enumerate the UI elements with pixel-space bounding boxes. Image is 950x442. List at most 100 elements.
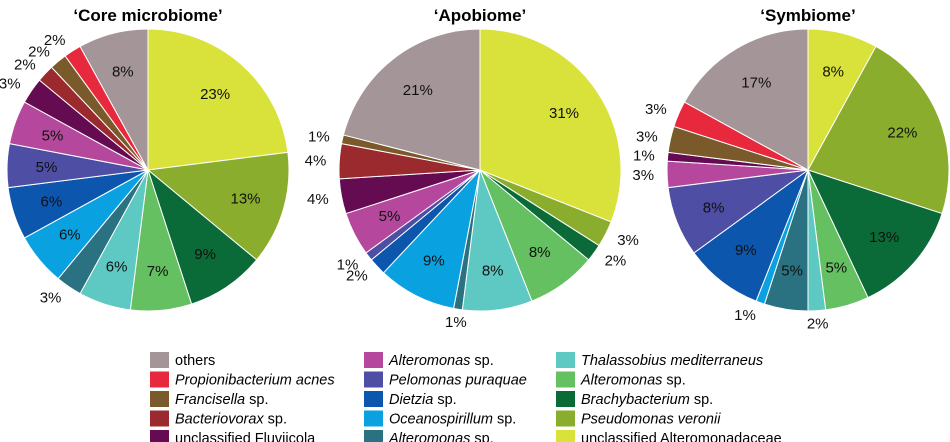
slice-label-thalassobius: 2% [807, 316, 829, 333]
legend-label: Alteromonas sp. [388, 431, 494, 442]
slice-label-alteromonas_a: 3% [632, 167, 654, 184]
pie-slice-others [79, 28, 149, 171]
slice-label-propionibacterium: 2% [44, 32, 66, 49]
legend-label-italic: Alteromonas [580, 373, 662, 389]
slice-label-alteromonadaceae: 31% [549, 105, 579, 122]
slice-label-francisella: 3% [636, 128, 658, 145]
slice-label-fluviicola: 1% [633, 148, 655, 165]
legend-swatch [150, 410, 169, 427]
legend-item-dietzia: Dietzia sp. [364, 391, 457, 408]
slice-label-fluviicola: 3% [0, 75, 21, 92]
slice-label-dietzia: 2% [346, 267, 368, 284]
slice-label-oceanospirillum: 1% [734, 307, 756, 324]
pie-title: ‘Core microbiome’ [73, 6, 222, 25]
legend-label: Pelomonas puraquae [389, 373, 527, 389]
legend-label-normal: unclassified Alteromonadaceae [581, 431, 782, 442]
legend-label-italic: Dietzia [389, 392, 433, 408]
slice-label-pseudomonas: 22% [887, 125, 917, 142]
legend-item-others: others [150, 352, 215, 369]
legend-label: unclassified Alteromonadaceae [581, 431, 782, 442]
pie-slice-brachybacterium [146, 168, 258, 305]
slice-label-alteromonas_b: 5% [781, 262, 803, 279]
legend-label-italic: Thalassobius mediterraneus [581, 353, 763, 369]
slice-label-oceanospirillum: 9% [423, 253, 445, 270]
legend-label-italic: Bacteriovorax [175, 412, 264, 428]
legend-swatch [364, 371, 383, 388]
legend-label-italic: Alteromonas [388, 353, 470, 369]
pie-symbiome: ‘Symbiome’ 8% 22% 13% 5% 2% 5% 1% 9% 8% 3% 1% 3% 3% 1… [632, 6, 950, 333]
legend-label-normal: others [175, 353, 215, 369]
slice-label-alteromonas_b: 1% [445, 314, 467, 331]
slice-label-thalassobius: 6% [106, 259, 128, 276]
legend-swatch [556, 371, 575, 388]
legend-label-italic: Pseudomonas veronii [581, 412, 721, 428]
pie-slice-others [683, 28, 809, 171]
pie-apobiome: ‘Apobiome’ 31%3%2%8%8%1%9%2%1%5%4%4%1%21… [305, 6, 639, 331]
legend-item-propionibacterium: Propionibacterium acnes [150, 371, 335, 389]
legend-label-normal: sp. [662, 373, 685, 389]
legend-label-italic: Pelomonas puraquae [389, 373, 527, 389]
pie-title: ‘Symbiome’ [760, 6, 855, 25]
slice-label-pseudomonas: 3% [617, 232, 639, 249]
slice-label-brachybacterium: 2% [605, 253, 627, 270]
legend-swatch [364, 410, 383, 427]
legend-item-alteromonadaceae: unclassified Alteromonadaceae [556, 430, 782, 442]
legend-swatch [150, 391, 169, 407]
legend-item-alteromonas_a: Alteromonas sp. [364, 352, 494, 369]
legend-label: others [175, 353, 215, 369]
slice-label-alteromonas_c: 7% [147, 263, 169, 280]
legend-swatch [150, 430, 169, 442]
legend-label-italic: Alteromonas [388, 431, 470, 442]
pie-slice-oceanospirillum [382, 168, 481, 310]
legend-item-oceanospirillum: Oceanospirillum sp. [364, 410, 516, 428]
legend-swatch [364, 391, 383, 407]
legend-item-alteromonas_c: Alteromonas sp. [556, 371, 686, 389]
legend-swatch [556, 410, 575, 427]
legend-label-normal: sp. [264, 412, 287, 428]
pie-slice-others [342, 28, 481, 171]
slice-label-others: 21% [403, 82, 433, 99]
slice-label-pseudomonas: 13% [230, 190, 260, 207]
slice-label-oceanospirillum: 6% [59, 227, 81, 244]
legend-label-italic: Propionibacterium acnes [175, 373, 335, 389]
slice-label-alteromonas_a: 5% [42, 128, 64, 145]
slice-label-pelomonas: 8% [703, 199, 725, 216]
legend-label-normal: sp. [245, 392, 268, 408]
legend-swatch [364, 430, 383, 442]
legend: others Propionibacterium acnes Francisella… [150, 352, 782, 442]
legend-label: Francisella sp. [175, 392, 268, 408]
pie-slice-alteromonadaceae [147, 28, 289, 171]
slice-label-dietzia: 9% [735, 242, 757, 259]
slice-label-alteromonas_b: 3% [40, 289, 62, 306]
legend-item-fluviicola: unclassified Fluviicola [150, 430, 316, 442]
legend-item-pseudomonas: Pseudomonas veronii [556, 410, 721, 428]
slice-label-others: 8% [112, 64, 134, 81]
legend-label: Thalassobius mediterraneus [581, 353, 763, 369]
legend-label-italic: Oceanospirillum [389, 412, 493, 428]
legend-item-brachybacterium: Brachybacterium sp. [556, 391, 713, 408]
legend-item-francisella: Francisella sp. [150, 391, 268, 408]
pie-core-microbiome: ‘Core microbiome’ 23% 13% 9% 7% 6% 3% 6% 6% 5% 5%… [0, 6, 290, 312]
legend-item-thalassobius: Thalassobius mediterraneus [556, 352, 763, 369]
legend-label-normal: unclassified Fluviicola [175, 431, 316, 442]
pie-slice-dietzia [693, 168, 810, 302]
legend-label-normal: sp. [470, 431, 493, 442]
legend-label: Alteromonas sp. [580, 373, 686, 389]
slice-label-dietzia: 6% [41, 193, 63, 210]
slice-label-alteromonas_c: 8% [529, 244, 551, 261]
legend-label: Bacteriovorax sp. [175, 412, 287, 428]
legend-swatch [556, 391, 575, 407]
pie-slice-pseudomonas [146, 151, 290, 261]
slice-label-alteromonadaceae: 8% [822, 64, 844, 81]
legend-label-italic: Brachybacterium [581, 392, 690, 408]
slice-label-alteromonadaceae: 23% [200, 86, 230, 103]
slice-label-bacteriovorax: 4% [305, 152, 327, 169]
legend-label-normal: sp. [470, 353, 493, 369]
legend-label: unclassified Fluviicola [175, 431, 316, 442]
pie-slice-alteromonadaceae [479, 28, 622, 223]
slice-label-others: 17% [741, 75, 771, 92]
legend-label: Brachybacterium sp. [581, 392, 713, 408]
slice-label-francisella: 1% [308, 128, 330, 145]
slice-label-brachybacterium: 13% [869, 229, 899, 246]
